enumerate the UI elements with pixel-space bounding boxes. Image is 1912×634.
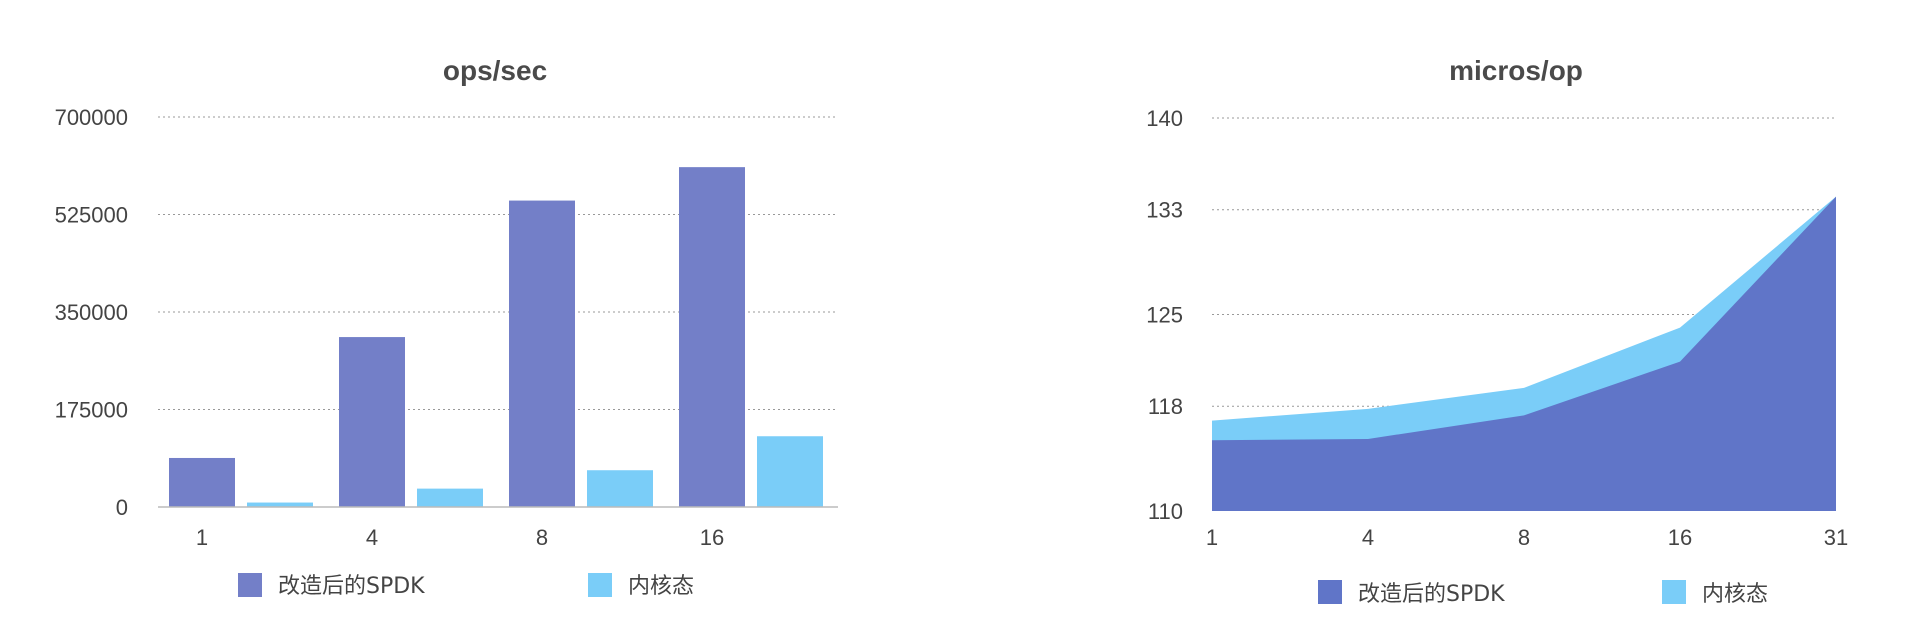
legend-swatch-spdk [1318, 580, 1342, 604]
y-tick-label: 350000 [55, 300, 128, 325]
y-tick-label: 140 [1146, 106, 1183, 131]
bar-series [169, 167, 823, 508]
bar-spdk-8 [509, 200, 575, 508]
area-legend: 改造后的SPDK 内核态 [1318, 580, 1768, 607]
bar-legend: 改造后的SPDK 内核态 [238, 573, 694, 599]
bar-y-axis-ticks: 0 175000 350000 525000 700000 [55, 105, 128, 520]
area-x-axis-ticks: 1 4 8 16 31 [1206, 525, 1848, 550]
legend-swatch-kernel [1662, 580, 1686, 604]
chart-title: ops/sec [443, 55, 547, 86]
y-tick-label: 0 [116, 495, 128, 520]
x-tick-label: 16 [700, 525, 724, 550]
bar-kernel-1 [247, 502, 313, 507]
area-spdk [1212, 196, 1836, 511]
legend-swatch-kernel [588, 573, 612, 597]
x-tick-label: 16 [1668, 525, 1692, 550]
y-tick-label: 700000 [55, 105, 128, 130]
legend-label-kernel: 内核态 [628, 574, 694, 599]
x-tick-label: 4 [366, 525, 378, 550]
y-tick-label: 525000 [55, 203, 128, 228]
legend-label-spdk: 改造后的SPDK [278, 574, 425, 599]
area-chart: micros/op 110 118 125 133 140 1 4 8 16 31 改造后的SP… [1146, 55, 1848, 607]
x-tick-label: 8 [1518, 525, 1530, 550]
x-tick-label: 4 [1362, 525, 1374, 550]
bar-kernel-16 [757, 436, 823, 507]
y-tick-label: 175000 [55, 398, 128, 423]
area-series [1212, 196, 1836, 511]
legend-label-kernel: 内核态 [1702, 582, 1768, 607]
x-tick-label: 8 [536, 525, 548, 550]
x-tick-label: 1 [196, 525, 208, 550]
y-tick-label: 118 [1148, 394, 1183, 419]
y-tick-label: 133 [1146, 198, 1183, 223]
y-tick-label: 110 [1148, 499, 1183, 524]
bar-x-axis-ticks: 1 4 8 16 [196, 525, 724, 550]
legend-label-spdk: 改造后的SPDK [1358, 582, 1505, 607]
legend-swatch-spdk [238, 573, 262, 597]
bar-spdk-4 [339, 337, 405, 507]
y-tick-label: 125 [1146, 303, 1183, 328]
bar-kernel-4 [417, 488, 483, 507]
bar-kernel-8 [587, 470, 653, 507]
area-y-axis-ticks: 110 118 125 133 140 [1146, 106, 1183, 524]
chart-title: micros/op [1449, 55, 1583, 86]
x-tick-label: 31 [1824, 525, 1848, 550]
x-tick-label: 1 [1206, 525, 1218, 550]
bar-spdk-1 [169, 457, 235, 507]
bar-spdk-16 [679, 167, 745, 507]
